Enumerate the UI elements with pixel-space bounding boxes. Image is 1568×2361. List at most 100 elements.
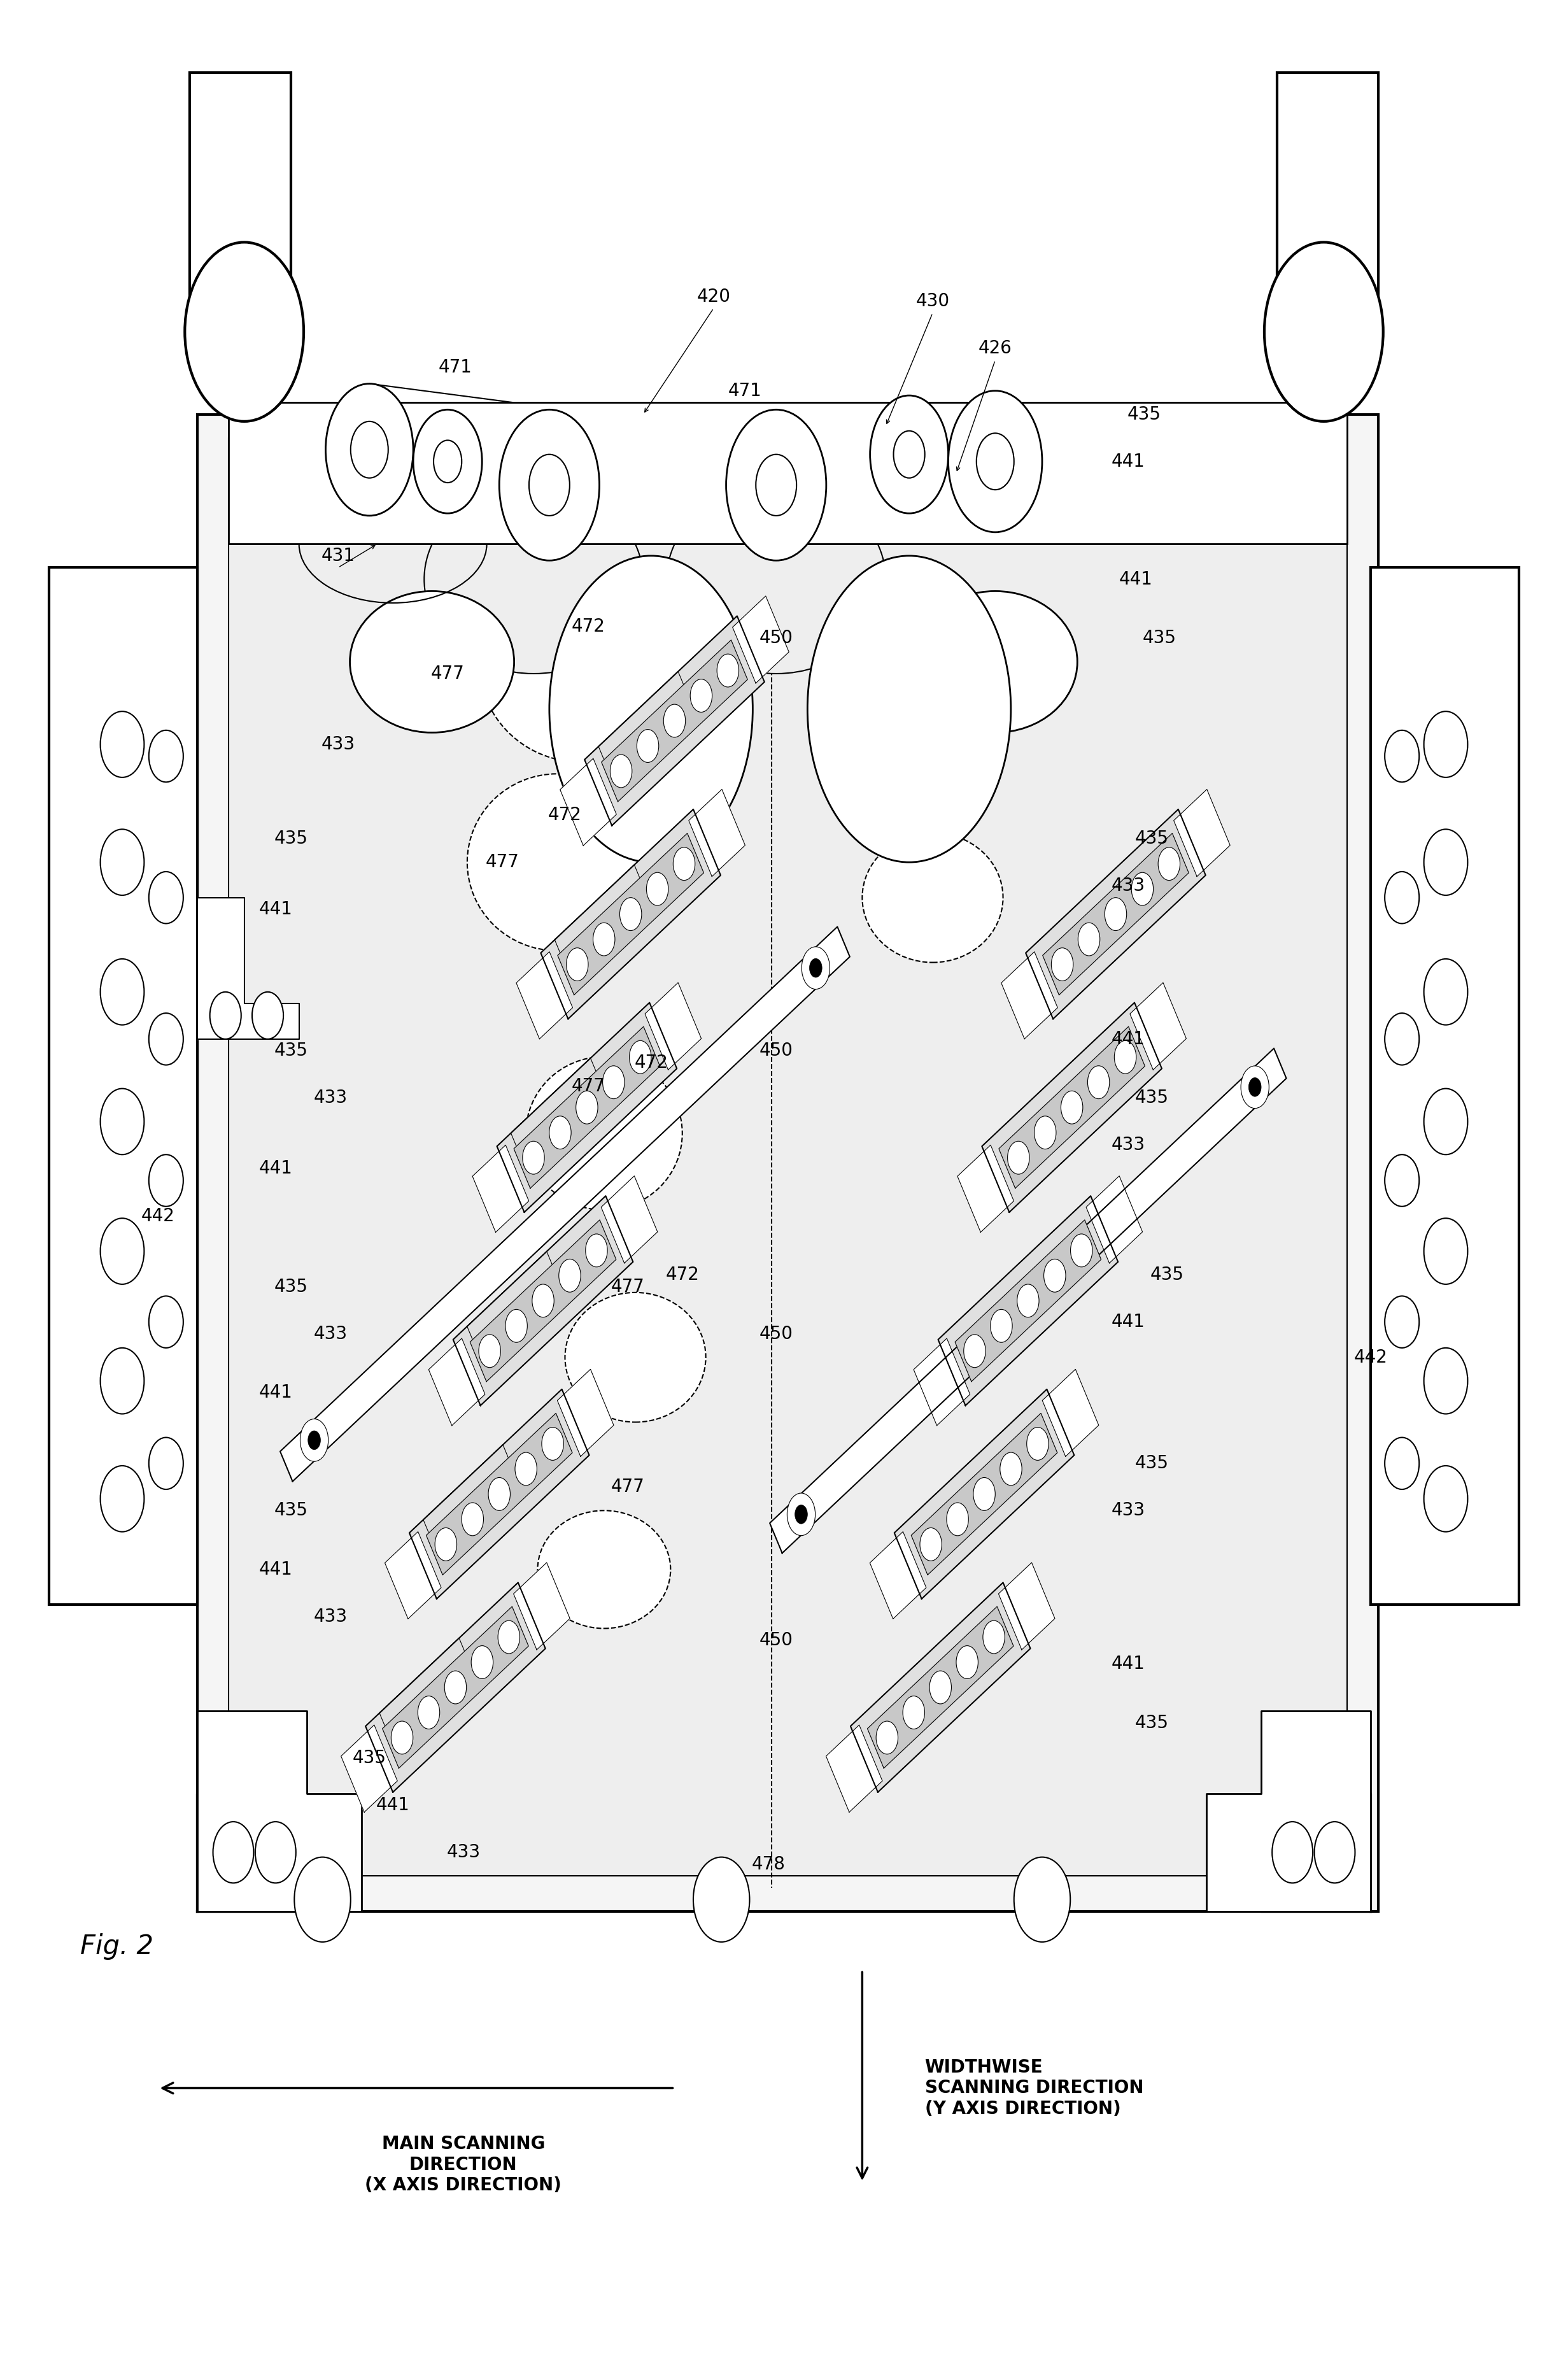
- Circle shape: [629, 1041, 651, 1074]
- Polygon shape: [513, 1563, 569, 1650]
- Polygon shape: [198, 1712, 362, 1912]
- Ellipse shape: [538, 1511, 671, 1629]
- Circle shape: [585, 1235, 607, 1268]
- Circle shape: [252, 992, 284, 1039]
- Polygon shape: [867, 1605, 1013, 1768]
- Polygon shape: [914, 1339, 971, 1426]
- Text: 435: 435: [1143, 630, 1176, 647]
- Polygon shape: [982, 1003, 1162, 1211]
- Circle shape: [532, 1284, 554, 1317]
- Polygon shape: [383, 1605, 528, 1768]
- Text: 471: 471: [439, 359, 472, 375]
- Circle shape: [390, 1721, 412, 1754]
- Polygon shape: [938, 1197, 1118, 1405]
- Text: 435: 435: [1135, 1088, 1168, 1107]
- Circle shape: [947, 1502, 969, 1535]
- Ellipse shape: [666, 484, 886, 673]
- Polygon shape: [1002, 951, 1058, 1039]
- Circle shape: [920, 1528, 942, 1561]
- Text: 472: 472: [549, 805, 582, 824]
- Circle shape: [1062, 1091, 1083, 1124]
- Circle shape: [1264, 243, 1383, 420]
- Text: 450: 450: [759, 1631, 793, 1648]
- Polygon shape: [894, 1388, 1074, 1598]
- Polygon shape: [1131, 982, 1187, 1070]
- Circle shape: [149, 871, 183, 923]
- Circle shape: [964, 1334, 986, 1367]
- Circle shape: [756, 453, 797, 515]
- Bar: [49, 567, 198, 1605]
- Polygon shape: [516, 951, 572, 1039]
- Circle shape: [499, 1620, 521, 1653]
- Circle shape: [100, 711, 144, 777]
- Text: 431: 431: [321, 548, 354, 564]
- Circle shape: [528, 453, 569, 515]
- Text: 441: 441: [259, 1384, 292, 1402]
- Circle shape: [787, 1492, 815, 1535]
- Circle shape: [1385, 1438, 1419, 1490]
- Bar: [229, 401, 1347, 543]
- Text: 435: 435: [274, 829, 307, 848]
- Text: Fig. 2: Fig. 2: [80, 1934, 154, 1960]
- Polygon shape: [281, 928, 850, 1480]
- Circle shape: [717, 654, 739, 687]
- Circle shape: [801, 947, 829, 989]
- Text: 433: 433: [314, 1088, 347, 1107]
- Circle shape: [351, 420, 389, 477]
- Circle shape: [326, 385, 414, 515]
- Circle shape: [299, 1419, 328, 1461]
- Text: 433: 433: [321, 737, 354, 753]
- Polygon shape: [198, 897, 299, 1039]
- Circle shape: [100, 829, 144, 895]
- Circle shape: [1424, 1466, 1468, 1532]
- Polygon shape: [599, 671, 688, 770]
- Text: 441: 441: [259, 1561, 292, 1580]
- Circle shape: [1000, 1452, 1022, 1485]
- Ellipse shape: [425, 484, 643, 673]
- Circle shape: [809, 959, 822, 977]
- Polygon shape: [911, 1414, 1057, 1575]
- Text: 478: 478: [751, 1856, 786, 1872]
- Text: WIDTHWISE
SCANNING DIRECTION
(Y AXIS DIRECTION): WIDTHWISE SCANNING DIRECTION (Y AXIS DIR…: [925, 2059, 1143, 2118]
- Text: 441: 441: [1112, 1655, 1145, 1672]
- Circle shape: [444, 1672, 466, 1705]
- Text: 435: 435: [274, 1041, 307, 1060]
- Circle shape: [149, 1438, 183, 1490]
- Text: 442: 442: [141, 1206, 176, 1225]
- Text: 472: 472: [572, 619, 605, 635]
- Polygon shape: [1206, 1712, 1370, 1912]
- Circle shape: [185, 243, 304, 420]
- Circle shape: [1071, 1235, 1093, 1268]
- Circle shape: [693, 1858, 750, 1943]
- Text: 420: 420: [696, 288, 731, 305]
- Circle shape: [1424, 1348, 1468, 1414]
- Polygon shape: [850, 1582, 1030, 1792]
- Circle shape: [1027, 1428, 1049, 1459]
- Text: 435: 435: [1151, 1265, 1184, 1284]
- Text: 435: 435: [1135, 1714, 1168, 1731]
- Bar: [1276, 73, 1378, 333]
- Polygon shape: [340, 1726, 397, 1813]
- Circle shape: [566, 947, 588, 980]
- Circle shape: [100, 1088, 144, 1155]
- Polygon shape: [602, 640, 748, 803]
- Ellipse shape: [913, 590, 1077, 732]
- Text: 433: 433: [447, 1844, 480, 1860]
- Polygon shape: [514, 1027, 660, 1188]
- Polygon shape: [511, 1058, 601, 1157]
- Circle shape: [1088, 1065, 1110, 1098]
- Polygon shape: [601, 1176, 657, 1263]
- Polygon shape: [826, 1726, 883, 1813]
- Polygon shape: [644, 982, 701, 1070]
- Ellipse shape: [862, 833, 1004, 963]
- Circle shape: [478, 1334, 500, 1367]
- Circle shape: [100, 1218, 144, 1284]
- Polygon shape: [467, 1251, 557, 1350]
- Polygon shape: [409, 1388, 590, 1598]
- Text: 441: 441: [1112, 1313, 1145, 1332]
- Polygon shape: [541, 810, 721, 1020]
- Polygon shape: [732, 595, 789, 682]
- Text: 433: 433: [1112, 876, 1145, 895]
- Circle shape: [514, 1452, 536, 1485]
- Circle shape: [575, 1091, 597, 1124]
